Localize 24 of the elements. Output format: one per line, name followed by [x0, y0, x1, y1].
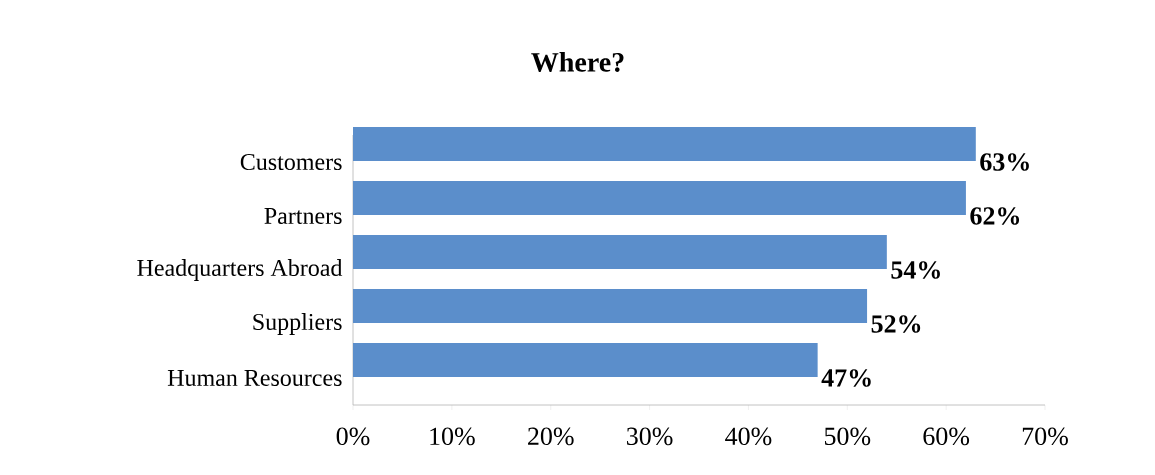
data-label: 62% [970, 207, 1020, 225]
x-tick-label: 20% [528, 427, 574, 446]
x-tick-label: 60% [923, 427, 970, 446]
bar [353, 181, 966, 215]
y-tick-label: Customers [240, 153, 342, 171]
x-tick-label: 40% [725, 427, 772, 446]
data-label: 63% [980, 153, 1029, 171]
x-tick-label: 0% [336, 427, 370, 446]
bar [353, 127, 976, 161]
bar [353, 289, 868, 323]
data-label: 47% [821, 369, 871, 387]
x-tick-label: 70% [1022, 427, 1068, 446]
x-tick-label: 30% [626, 427, 673, 446]
y-tick-label: Partners [264, 208, 342, 224]
y-tick-label: Headquarters Abroad [137, 259, 343, 281]
x-tick-label: 10% [430, 427, 475, 446]
y-tick-label: Human Resources [167, 370, 342, 386]
y-tick-label: Suppliers [253, 313, 342, 335]
bar [353, 343, 818, 377]
bar [353, 235, 887, 269]
x-tick-label: 50% [824, 427, 871, 446]
data-label: 52% [871, 315, 921, 333]
chart-title: Where? [531, 52, 624, 72]
data-label: 54% [891, 261, 940, 279]
